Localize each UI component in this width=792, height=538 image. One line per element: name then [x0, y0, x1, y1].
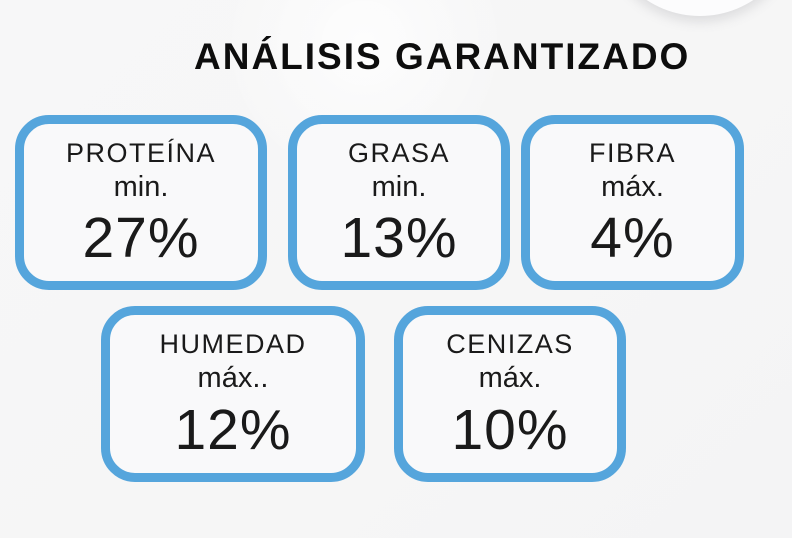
- nutrient-qualifier: min.: [371, 170, 427, 203]
- nutrient-value: 10%: [451, 397, 569, 462]
- nutrient-name: FIBRA: [588, 137, 676, 168]
- nutrient-name: HUMEDAD: [159, 329, 307, 360]
- nutrient-qualifier: máx.: [478, 362, 542, 395]
- panel-title: ANÁLISIS GARANTIZADO: [194, 36, 691, 77]
- nutrient-qualifier: min.: [113, 170, 169, 203]
- background-circle-decoration: [603, 0, 792, 16]
- analysis-box-proteina: PROTEÍNA min. 27%: [15, 115, 267, 290]
- nutrient-qualifier: máx.: [601, 170, 664, 203]
- nutrient-value: 4%: [590, 206, 675, 271]
- nutrient-value: 27%: [82, 206, 200, 271]
- analysis-box-humedad: HUMEDAD máx.. 12%: [101, 306, 365, 482]
- analysis-box-fibra: FIBRA máx. 4%: [521, 115, 744, 290]
- nutrient-qualifier: máx..: [197, 362, 269, 395]
- analysis-box-cenizas: CENIZAS máx. 10%: [394, 306, 626, 482]
- nutrient-name: GRASA: [347, 137, 451, 168]
- nutrient-name: PROTEÍNA: [65, 137, 217, 168]
- nutrient-value: 13%: [340, 206, 458, 271]
- nutrient-name: CENIZAS: [446, 329, 574, 360]
- nutrient-value: 12%: [174, 397, 292, 462]
- analysis-box-grasa: GRASA min. 13%: [288, 115, 510, 290]
